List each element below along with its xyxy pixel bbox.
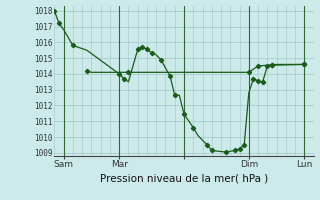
X-axis label: Pression niveau de la mer( hPa ): Pression niveau de la mer( hPa ) [100, 173, 268, 183]
